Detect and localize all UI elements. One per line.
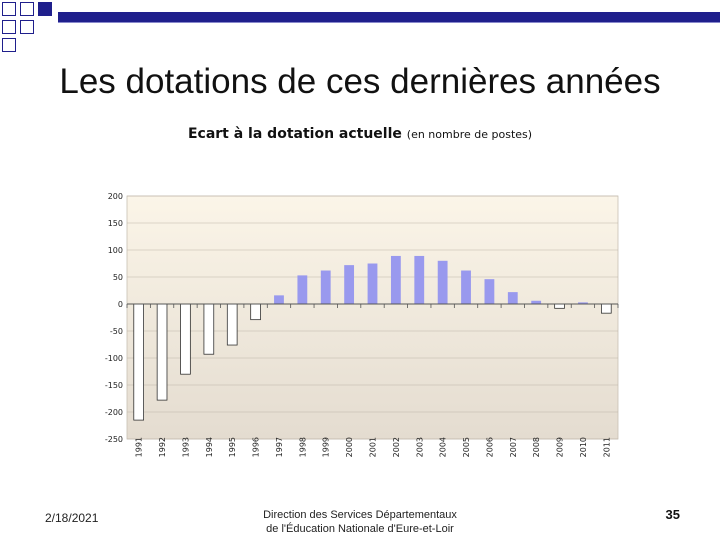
x-tick-label: 1992 [158,437,167,457]
x-tick-label: 2003 [415,437,424,457]
bar [437,260,448,304]
y-tick-label: -50 [110,327,123,336]
x-tick-label: 2011 [602,437,611,457]
bar [390,255,401,304]
x-tick-label: 2010 [579,437,588,457]
corner-square [20,2,34,16]
footer-org-line2: de l'Éducation Nationale d'Eure-et-Loir [266,523,454,535]
bar [414,255,425,304]
footer-date: 2/18/2021 [45,511,99,525]
y-tick-label: 50 [113,273,123,282]
plot-area [126,195,619,440]
y-tick-label: -200 [105,408,123,417]
bar [600,303,612,314]
bar [133,303,145,421]
corner-square [20,20,34,34]
bar [578,302,588,304]
x-tick-label: 2001 [369,437,378,457]
x-tick-label: 2004 [439,437,448,457]
corner-square [38,2,52,16]
bar [250,303,261,321]
corner-square [2,20,16,34]
y-tick-label: -250 [105,435,123,444]
y-tick-label: 150 [108,219,123,228]
bar [274,295,284,304]
x-tick-label: 1993 [181,437,190,457]
page-number: 35 [665,507,680,522]
x-tick-label: 2006 [485,437,494,457]
chart-title-main: Ecart à la dotation actuelle [187,126,402,142]
chart-title-suffix: (en nombre de postes) [406,128,533,141]
footer-organization: Direction des Services Départementaux de… [230,508,490,536]
x-tick-label: 1996 [252,437,261,457]
bar [297,275,308,304]
header-bar-accent [58,22,720,23]
footer-org-line1: Direction des Services Départementaux [263,509,457,521]
x-tick-label: 1995 [228,437,237,457]
x-tick-label: 1991 [135,437,144,457]
corner-square [2,2,16,16]
x-tick-label: 2005 [462,437,471,457]
header-bar [58,12,720,22]
bar [554,303,565,309]
x-tick-label: 1998 [298,437,307,457]
y-tick-label: 200 [108,192,123,201]
x-tick-label: 1999 [322,437,331,457]
x-tick-label: 2000 [345,437,354,457]
bar [226,303,238,346]
bar [344,265,355,304]
bar [461,270,471,304]
x-tick-label: 1994 [205,437,214,457]
y-tick-label: 0 [118,300,123,309]
x-tick-label: 2009 [556,437,565,457]
bar [531,300,542,304]
bar [180,303,191,375]
x-tick-label: 2007 [509,437,518,457]
bar [484,279,495,304]
corner-decoration [0,0,60,52]
corner-square [2,38,16,52]
y-tick-label: 100 [108,246,123,255]
x-tick-label: 1997 [275,437,284,457]
x-tick-label: 2002 [392,437,401,457]
bar [203,303,215,355]
bar [156,303,168,401]
bar [367,263,378,304]
slide-title: Les dotations de ces dernières années [59,62,661,101]
y-tick-label: -150 [105,381,123,390]
y-tick-label: -100 [105,354,123,363]
x-tick-label: 2008 [532,437,541,457]
bar [507,292,518,304]
chart-title: Ecart à la dotation actuelle (en nombre … [0,126,720,142]
bar [320,270,331,304]
